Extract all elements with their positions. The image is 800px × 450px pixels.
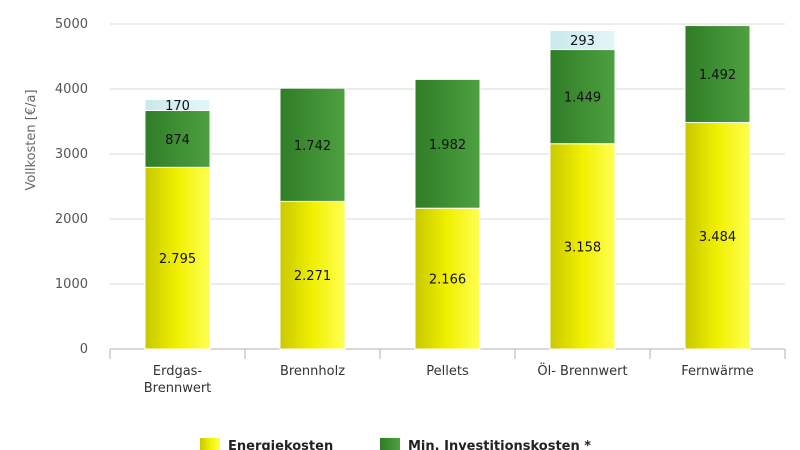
bar-segment	[414, 207, 481, 350]
y-axis-title: Vollkosten [€/a]	[24, 89, 39, 190]
axes: 0 1000 2000 3000 4000 5000 Erdgas- Brennwert Bre…	[55, 17, 786, 396]
x-tick-label: Brennholz	[280, 364, 345, 379]
data-label: 2.166	[429, 273, 466, 288]
legend-entry[interactable]: Energiekosten	[228, 439, 333, 450]
legend-entry[interactable]: Min. Investitionskosten *	[408, 439, 591, 450]
y-tick-label: 1000	[55, 277, 88, 292]
data-label: 1.449	[564, 91, 601, 106]
y-tick-label: 0	[80, 342, 88, 357]
legend-swatch	[200, 438, 220, 450]
data-label: 2.271	[294, 269, 331, 284]
x-tick-label: Brennwert	[144, 381, 212, 396]
legend-swatch	[380, 438, 400, 450]
data-labels: 2.795 874 170 2.271 1.742 2.166 1.982 3.158 1.44…	[159, 34, 736, 288]
bars	[144, 25, 751, 350]
y-tick-label: 4000	[55, 82, 88, 97]
data-label: 170	[165, 99, 190, 114]
data-label: 3.484	[699, 230, 736, 245]
bar-segment	[144, 98, 211, 112]
bar-segment	[549, 143, 616, 350]
y-tick-label: 2000	[55, 212, 88, 227]
x-tick-label: Öl- Brennwert	[537, 362, 627, 379]
data-label: 1.742	[294, 139, 331, 154]
y-tick-label: 3000	[55, 147, 88, 162]
x-tick-label: Fernwärme	[681, 364, 754, 379]
data-label: 2.795	[159, 252, 196, 267]
bar-segment	[684, 122, 751, 350]
legend: Energiekosten Min. Investitionskosten *	[200, 438, 591, 450]
data-label: 874	[165, 133, 190, 148]
data-label: 1.982	[429, 138, 466, 153]
bar-segment	[279, 87, 346, 202]
data-label: 1.492	[699, 68, 736, 83]
bar-segment	[414, 78, 481, 209]
bar-segment	[144, 166, 211, 350]
data-label: 293	[570, 34, 595, 49]
bar-segment	[684, 25, 751, 124]
data-label: 3.158	[564, 240, 601, 255]
bar-segment	[549, 30, 616, 51]
x-tick-label: Pellets	[426, 364, 469, 379]
bar-segment	[549, 49, 616, 145]
x-tick-label: Erdgas-	[153, 364, 203, 379]
y-tick-label: 5000	[55, 17, 88, 32]
